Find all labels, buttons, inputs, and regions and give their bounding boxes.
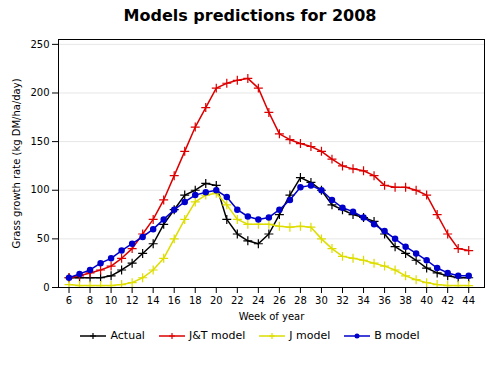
svg-text:18: 18 <box>189 295 202 306</box>
svg-text:6: 6 <box>66 295 72 306</box>
svg-text:38: 38 <box>399 295 412 306</box>
svg-text:34: 34 <box>357 295 370 306</box>
svg-text:42: 42 <box>441 295 454 306</box>
svg-text:28: 28 <box>294 295 307 306</box>
svg-text:50: 50 <box>37 233 50 244</box>
svg-text:Grass growth rate (kg DM/ha/da: Grass growth rate (kg DM/ha/day) <box>11 78 22 248</box>
html-text:B model: B model <box>374 329 420 342</box>
svg-text:12: 12 <box>126 295 139 306</box>
svg-text:24: 24 <box>252 295 265 306</box>
svg-text:30: 30 <box>315 295 328 306</box>
html-text:J&T model: J&T model <box>188 329 246 342</box>
svg-text:40: 40 <box>420 295 433 306</box>
svg-text:100: 100 <box>30 184 49 195</box>
svg-text:26: 26 <box>273 295 286 306</box>
svg-text:20: 20 <box>210 295 223 306</box>
svg-text:16: 16 <box>168 295 181 306</box>
svg-text:32: 32 <box>336 295 349 306</box>
svg-text:200: 200 <box>30 87 49 98</box>
svg-text:8: 8 <box>87 295 93 306</box>
html-text:J model: J model <box>289 329 331 342</box>
html-text:Models predictions for 2008: Models predictions for 2008 <box>123 6 377 25</box>
svg-text:44: 44 <box>462 295 475 306</box>
svg-text:150: 150 <box>30 136 49 147</box>
svg-text:36: 36 <box>378 295 391 306</box>
svg-text:0: 0 <box>43 282 49 293</box>
html-text:Actual: Actual <box>110 329 145 342</box>
svg-text:22: 22 <box>231 295 244 306</box>
svg-text:14: 14 <box>147 295 160 306</box>
svg-text:Week of year: Week of year <box>239 311 306 322</box>
svg-text:10: 10 <box>105 295 118 306</box>
svg-text:250: 250 <box>30 39 49 50</box>
